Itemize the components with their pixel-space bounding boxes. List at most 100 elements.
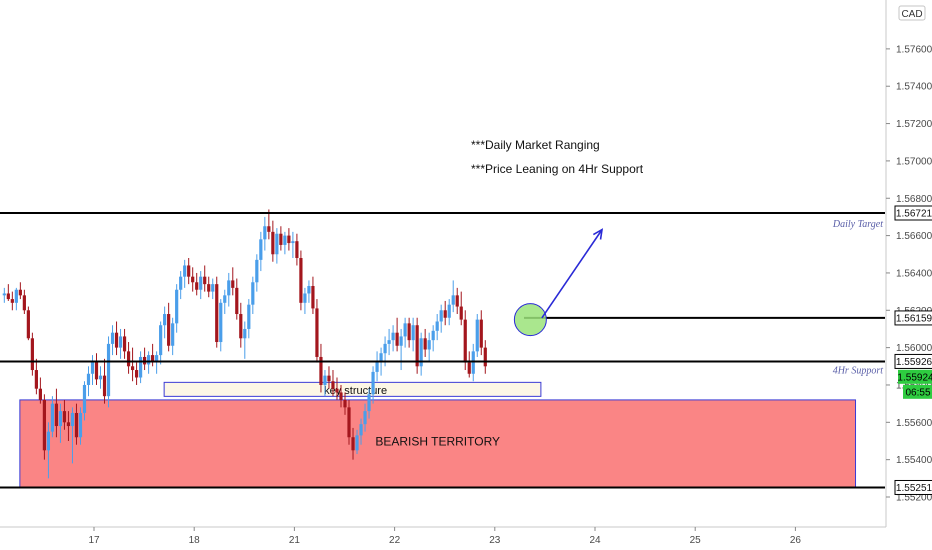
candle-body: [391, 332, 395, 341]
candle-body: [66, 422, 71, 427]
candle-body: [323, 375, 327, 385]
candle-body: [90, 360, 95, 374]
countdown-tag: [903, 384, 932, 399]
price-tick-label: 1.56000: [896, 343, 932, 354]
candle-body: [343, 399, 347, 408]
candle-body: [411, 325, 415, 341]
candle-body: [375, 360, 379, 372]
candle-body: [118, 336, 123, 348]
candle-body: [299, 258, 303, 303]
candle-body: [463, 319, 467, 363]
candle-body: [187, 265, 191, 277]
candle-body: [415, 325, 419, 367]
candle-body: [34, 370, 38, 389]
candle-body: [287, 235, 291, 244]
candle-body: [427, 340, 431, 350]
candle-body: [455, 295, 459, 307]
candle-body: [175, 289, 179, 324]
price-axis-area: [886, 0, 932, 527]
candle-body: [327, 375, 331, 382]
candle-body: [371, 371, 375, 395]
price-tick-label: 1.57000: [896, 156, 932, 167]
candle-body: [171, 323, 175, 346]
time-tick-label: 25: [690, 535, 702, 546]
countdown-label: 06:55: [905, 387, 930, 398]
candle-body: [255, 259, 259, 283]
candle-body: [275, 233, 279, 255]
candle-body: [106, 343, 111, 397]
candle-body: [102, 375, 107, 397]
candle-body: [203, 276, 207, 285]
candle-body: [347, 407, 351, 438]
candle-body: [399, 336, 403, 346]
level-caption: 4Hr Support: [833, 365, 884, 376]
candle-body: [231, 280, 235, 288]
candle-body: [94, 360, 99, 380]
candle-body: [223, 295, 227, 303]
candle-body: [443, 310, 447, 318]
current-price-label: 1.55924: [897, 372, 932, 383]
price-tick-label: 1.57200: [896, 119, 932, 130]
price-tag-1.55251: [894, 479, 932, 495]
price-tick-label: 1.55200: [896, 493, 932, 504]
candle-body: [54, 403, 59, 427]
candle-body: [243, 328, 247, 339]
current-price-tag: [898, 369, 932, 384]
candle-body: [215, 284, 219, 343]
candle-body: [38, 388, 42, 400]
candle-body: [191, 276, 195, 283]
candle-body: [247, 304, 251, 329]
candle-body: [447, 304, 451, 318]
target-arrowhead: [592, 228, 604, 240]
candle-body: [267, 226, 271, 232]
time-tick-label: 24: [589, 535, 601, 546]
candle-body: [479, 319, 483, 348]
candle-body: [251, 282, 255, 305]
candle-body: [14, 289, 18, 303]
price-tag-label: 1.55251: [896, 483, 932, 494]
candle-body: [263, 226, 267, 240]
price-tick-label: 1.56400: [896, 268, 932, 279]
candle-body: [46, 431, 51, 451]
candle-body: [259, 239, 263, 260]
candle-body: [387, 340, 391, 344]
candle-body: [451, 295, 455, 305]
candle-body: [159, 325, 163, 356]
time-tick-label: 18: [189, 535, 201, 546]
candle-body: [167, 314, 171, 346]
candle-body: [110, 332, 115, 344]
candle-body: [122, 336, 127, 352]
candle-body: [319, 356, 323, 385]
zone-bearish-territory: [19, 399, 857, 488]
price-tag-label: 1.55926: [896, 357, 932, 368]
candle-body: [26, 310, 30, 339]
time-tick-label: 26: [790, 535, 802, 546]
price-tick-label: 1.56800: [896, 194, 932, 205]
candle-body: [315, 308, 319, 357]
time-tick-label: 21: [289, 535, 301, 546]
price-tag-1.55926: [894, 353, 932, 369]
price-tick-label: 1.57600: [896, 44, 932, 55]
candle-body: [279, 233, 283, 245]
level-caption: Daily Target: [832, 219, 883, 230]
candle-body: [419, 338, 423, 367]
currency-badge[interactable]: [898, 5, 926, 21]
candle-body: [435, 321, 439, 331]
candle-body: [471, 351, 475, 374]
candle-body: [431, 330, 435, 341]
candle-body: [199, 276, 203, 290]
candle-body: [351, 437, 355, 451]
candle-body: [219, 302, 223, 343]
candle-body: [459, 306, 463, 320]
candle-body: [179, 276, 183, 290]
annotation-daily-market-ranging: ***Daily Market Ranging: [471, 138, 600, 152]
candle-body: [50, 403, 55, 432]
candle-body: [335, 388, 339, 393]
candle-body: [363, 411, 367, 425]
candle-body: [339, 392, 343, 400]
price-tick-label: 1.56600: [896, 231, 932, 242]
candle-body: [307, 286, 311, 294]
price-tag-1.56159: [894, 310, 932, 326]
time-tick-label: 22: [389, 535, 401, 546]
candle-body: [359, 424, 363, 436]
